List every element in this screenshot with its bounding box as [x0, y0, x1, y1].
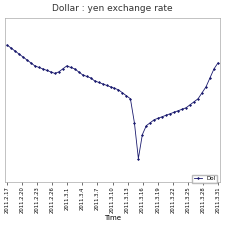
Dol	[85, 75, 88, 78]
Dol	[137, 157, 140, 160]
Legend: Dol: Dol	[192, 175, 217, 183]
Line: Dol: Dol	[6, 44, 219, 159]
Dol	[217, 62, 219, 64]
X-axis label: Time: Time	[104, 215, 121, 221]
Dol	[133, 121, 136, 124]
Dol	[121, 91, 124, 94]
Dol	[153, 118, 156, 121]
Dol	[129, 97, 132, 100]
Title: Dollar : yen exchange rate: Dollar : yen exchange rate	[52, 4, 173, 13]
Dol	[41, 68, 44, 70]
Dol	[6, 44, 8, 46]
